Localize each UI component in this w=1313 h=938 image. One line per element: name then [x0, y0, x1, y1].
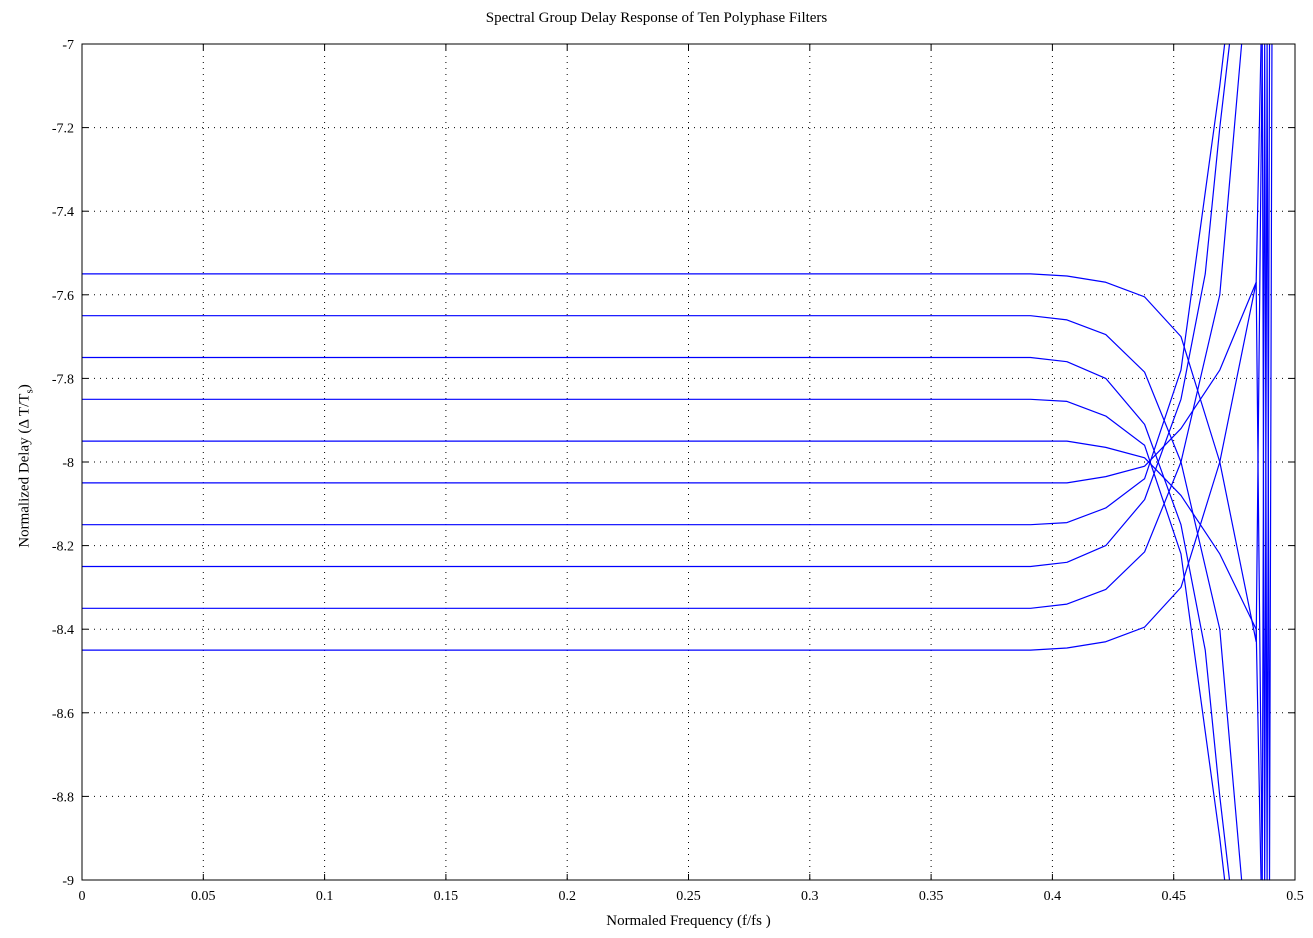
x-tick-label: 0.25	[676, 889, 701, 904]
x-tick-label: 0	[79, 889, 86, 904]
y-tick-label: -7	[62, 38, 74, 53]
series-line	[82, 398, 1226, 881]
grid	[82, 44, 1295, 880]
y-tick-label: -7.4	[52, 205, 74, 220]
y-tick-label: -8.6	[52, 707, 74, 722]
y-tick-label: -8.8	[52, 790, 74, 805]
x-tick-label: 0.2	[558, 889, 576, 904]
x-axis-label: Normaled Frequency (f/fs )	[606, 913, 771, 929]
y-tick-label: -7.2	[52, 122, 74, 137]
series-line	[82, 315, 1243, 881]
series-line	[82, 43, 1262, 484]
y-tick-label: -8	[62, 456, 74, 471]
series-line	[82, 43, 1243, 609]
y-tick-label: -8.4	[52, 623, 74, 638]
ticks: 0 0.05 0.1 0.15 0.2 0.25 0.3 0.35 0.4 0.45 0.5 -9 -8…	[52, 38, 1304, 904]
x-tick-label: 0.4	[1044, 889, 1062, 904]
x-tick-label: 0.3	[801, 889, 819, 904]
series-line	[82, 43, 1226, 526]
series-group	[82, 43, 1273, 881]
series-line	[82, 43, 1231, 568]
y-tick-label: -8.2	[52, 540, 74, 555]
series-line	[82, 282, 1257, 651]
y-tick-label: -9	[62, 874, 74, 889]
y-tick-label: -7.8	[52, 372, 74, 387]
x-tick-label: 0.5	[1286, 889, 1304, 904]
x-tick-label: 0.45	[1161, 889, 1186, 904]
series-line	[82, 440, 1262, 881]
x-tick-label: 0.05	[191, 889, 216, 904]
y-tick-label: -7.6	[52, 289, 74, 304]
x-tick-label: 0.15	[434, 889, 459, 904]
series-line	[82, 356, 1231, 881]
x-tick-label: 0.35	[919, 889, 944, 904]
chart-title: Spectral Group Delay Response of Ten Pol…	[485, 10, 828, 26]
x-tick-label: 0.1	[316, 889, 334, 904]
series-line	[82, 273, 1257, 642]
